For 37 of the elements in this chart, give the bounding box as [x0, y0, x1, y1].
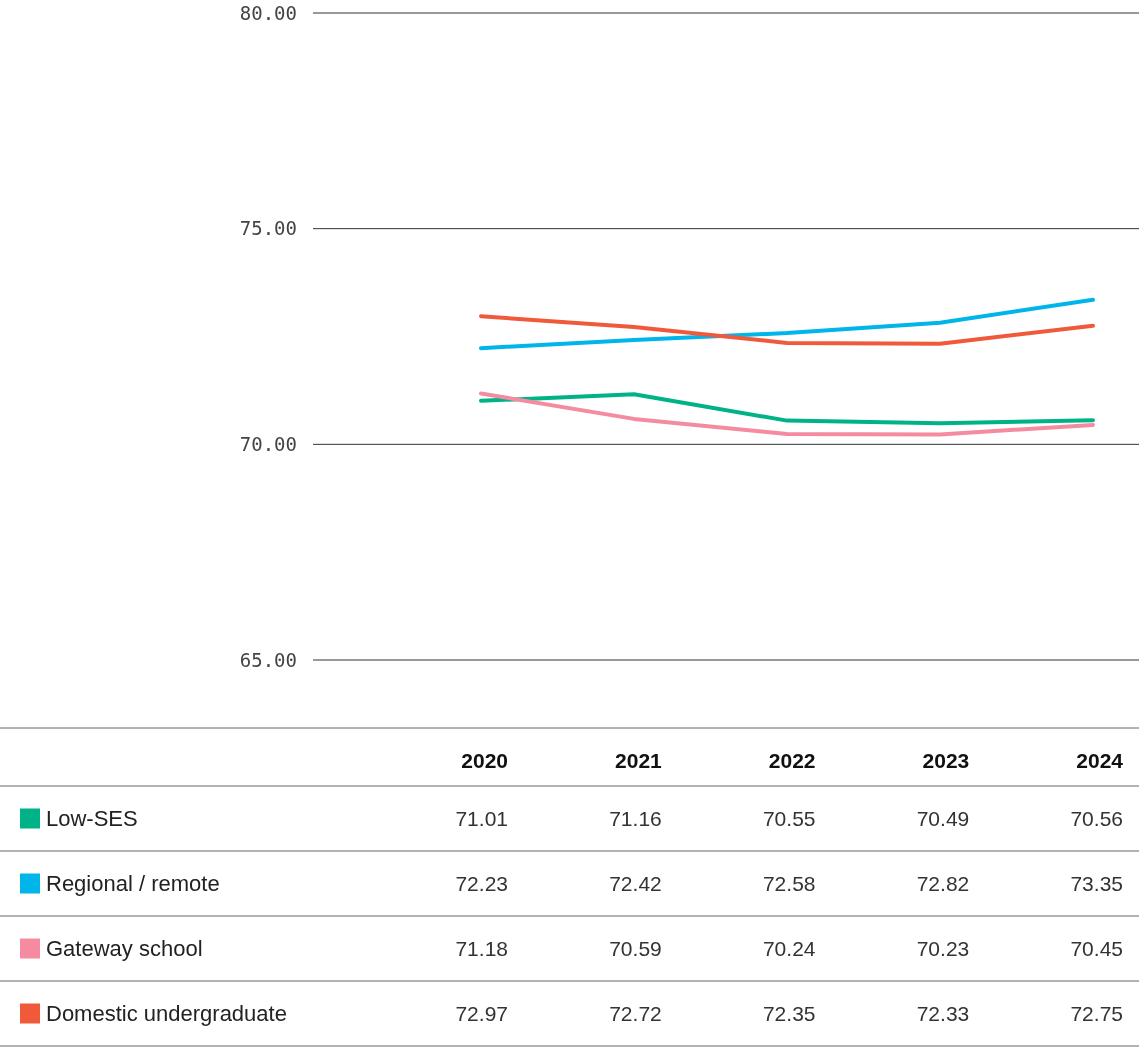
data-label: 72.82	[916, 871, 970, 895]
y-tick-label: 65.00	[239, 648, 297, 671]
data-label: 70.49	[916, 806, 970, 830]
data-label: 71.01	[455, 806, 508, 830]
data-label: 72.35	[762, 1001, 816, 1025]
data-label: 72.97	[455, 1001, 508, 1025]
data-label: 70.59	[609, 936, 662, 960]
data-label: 70.24	[762, 936, 816, 960]
x-tick-label: 2021	[615, 749, 663, 773]
data-label: 72.72	[609, 1001, 662, 1025]
y-tick-label: 75.00	[239, 217, 297, 240]
data-label: 70.23	[916, 936, 970, 960]
legend-label: Domestic undergraduate	[46, 1001, 287, 1027]
line-series	[479, 297, 1095, 351]
data-label: 71.16	[609, 806, 662, 830]
x-tick-label: 2022	[768, 749, 816, 773]
data-label: 72.58	[762, 871, 816, 895]
data-label: 72.75	[1070, 1001, 1123, 1025]
legend-label: Gateway school	[46, 936, 203, 962]
x-tick-label: 2023	[922, 749, 970, 773]
data-label: 73.35	[1070, 871, 1123, 895]
data-label: 71.18	[455, 936, 508, 960]
data-label: 70.45	[1070, 936, 1123, 960]
y-tick-label: 80.00	[239, 1, 297, 24]
legend-label: Low-SES	[46, 806, 138, 832]
x-tick-label: 2024	[1076, 749, 1124, 773]
data-label: 72.33	[916, 1001, 970, 1025]
legend-label: Regional / remote	[46, 871, 220, 897]
data-label: 70.55	[762, 806, 816, 830]
y-tick-label: 70.00	[239, 432, 297, 455]
line-series	[479, 391, 1095, 437]
data-label: 72.23	[455, 871, 508, 895]
x-tick-label: 2020	[461, 749, 508, 773]
line-series	[479, 392, 1095, 426]
data-label: 72.42	[609, 871, 662, 895]
data-label: 70.56	[1070, 806, 1123, 830]
line-series	[479, 314, 1095, 346]
